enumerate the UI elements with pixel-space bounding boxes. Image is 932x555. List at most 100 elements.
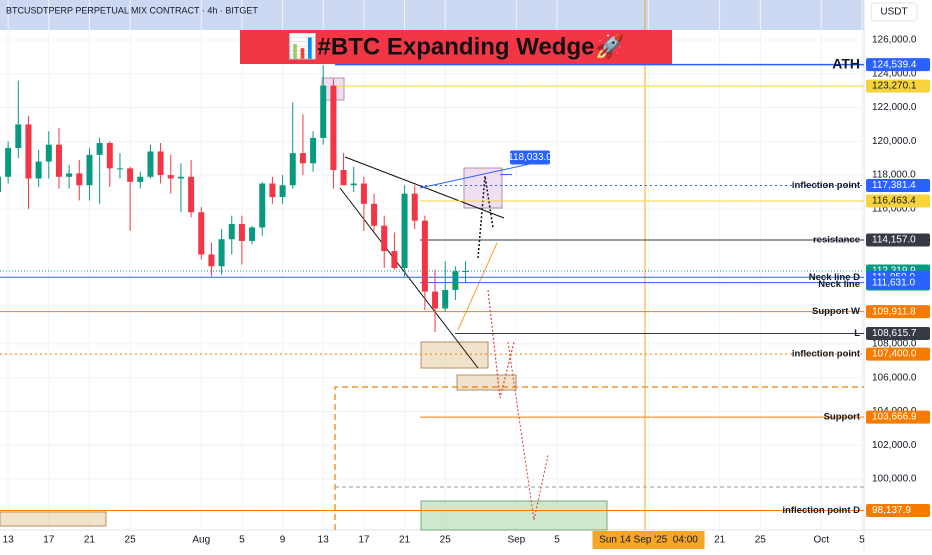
candle-body <box>147 151 154 177</box>
level-text: inflection point D <box>782 505 860 516</box>
candle-body <box>5 148 12 177</box>
candle-body <box>188 176 195 213</box>
symbol: BTCUSDTPERP PERPETUAL MIX CONTRACT · 4h … <box>6 5 258 15</box>
candle-body <box>401 193 408 268</box>
x-tick-label: 5 <box>859 535 865 546</box>
x-tick-label: 9 <box>280 535 286 546</box>
price-badge-label: 109,911.8 <box>872 306 916 317</box>
callout-label: 118,033.0 <box>508 152 552 163</box>
candle-body <box>45 144 52 162</box>
grid <box>0 0 864 530</box>
level-text: L <box>854 328 860 339</box>
candle-body <box>86 154 93 186</box>
x-tick-label: Sun 14 Sep '25 04:00 <box>599 535 698 546</box>
candle-body <box>66 173 73 177</box>
price-badge <box>866 327 930 341</box>
candle-body <box>381 225 388 252</box>
candle-body <box>15 124 22 149</box>
candle-body <box>116 168 123 170</box>
level-text: Support W <box>812 306 860 317</box>
candle-body <box>218 239 225 267</box>
projection <box>477 175 494 259</box>
badges: 126,000.0 124,000.0 122,000.0 120,000.0 118,… <box>500 35 930 517</box>
trend-line <box>419 159 549 189</box>
candle-body <box>421 220 428 292</box>
price-badge <box>866 233 930 247</box>
title-banner <box>240 30 672 64</box>
candle-body <box>177 176 184 179</box>
box <box>456 374 517 391</box>
callout-box <box>510 150 550 165</box>
candle-body <box>157 151 164 176</box>
y-tick-label: 100,000.0 <box>872 474 917 485</box>
candle-body <box>127 168 134 182</box>
candle-body <box>411 193 418 221</box>
x-tick-label: Aug <box>192 535 210 546</box>
x-tick-label: 21 <box>714 535 726 546</box>
price-badge <box>866 347 930 361</box>
candle-body <box>269 183 276 198</box>
candle-body <box>106 143 113 169</box>
price-badge-label: 98,137.9 <box>872 505 911 516</box>
x-tick-label: Oct <box>814 535 830 546</box>
box <box>420 500 608 531</box>
candle-body <box>198 212 205 255</box>
candle-body <box>55 144 62 177</box>
y-tick-label: 118,000.0 <box>872 170 916 181</box>
x-tick-label: 25 <box>125 535 137 546</box>
candle-body <box>96 143 103 155</box>
price-badge-label: 114,157.0 <box>872 235 916 246</box>
price-badge <box>866 58 930 72</box>
candle-body <box>289 153 296 186</box>
candle-body <box>462 270 469 272</box>
y-tick-label: 122,000.0 <box>872 102 917 113</box>
level-text: ATH <box>832 55 860 71</box>
x-tick-label: 5 <box>239 535 245 546</box>
candle-body <box>432 291 439 309</box>
candles <box>0 65 469 333</box>
price-badge <box>866 79 930 93</box>
box <box>0 511 107 527</box>
x-tick-label: 21 <box>399 535 411 546</box>
candle-body <box>299 153 306 164</box>
level-text: Neck line <box>818 279 860 290</box>
price-badge-label: 108,615.7 <box>872 328 917 339</box>
candle-body <box>238 224 245 241</box>
candle-body <box>391 251 398 268</box>
candle-body <box>320 85 327 138</box>
price-badge-label: 111,631.0 <box>872 277 915 288</box>
price-badge-label: 117,381.4 <box>872 180 916 191</box>
y-tick-label: 120,000.0 <box>872 136 917 147</box>
price-badge <box>866 410 930 424</box>
level-text: resistance <box>813 234 860 245</box>
chart-title: 📊#BTC Expanding Wedge🚀 <box>288 32 625 60</box>
candle-body <box>350 183 357 186</box>
y-tick-label: 106,000.0 <box>872 372 917 383</box>
projection <box>507 341 549 521</box>
level-text: inflection point <box>792 180 861 191</box>
candle-body <box>137 176 144 182</box>
range-box <box>334 386 864 530</box>
x-tick-label: 17 <box>43 535 55 546</box>
candle-body <box>259 183 266 228</box>
candle-body <box>228 224 235 240</box>
level-text: Support <box>824 412 861 423</box>
x-tick-label: 21 <box>84 535 96 546</box>
price-badge-label: 103,666.9 <box>872 412 917 423</box>
x-tick-label: 5 <box>554 535 560 546</box>
x-tick-label: 25 <box>440 535 452 546</box>
currency-button[interactable] <box>870 2 918 22</box>
candle-body <box>25 124 32 179</box>
wedge-line <box>339 187 479 369</box>
currency[interactable]: USDT <box>880 7 907 18</box>
x-tick-label: 25 <box>755 535 767 546</box>
y-tick-label: 124,000.0 <box>872 68 917 79</box>
candle-body <box>330 85 337 171</box>
candle-body <box>208 254 215 267</box>
price-badge <box>866 179 930 193</box>
price-badge <box>866 503 930 517</box>
x-tick-highlight <box>592 531 705 549</box>
candle-body <box>340 170 347 186</box>
price-badge-label: 116,463.4 <box>872 196 916 207</box>
